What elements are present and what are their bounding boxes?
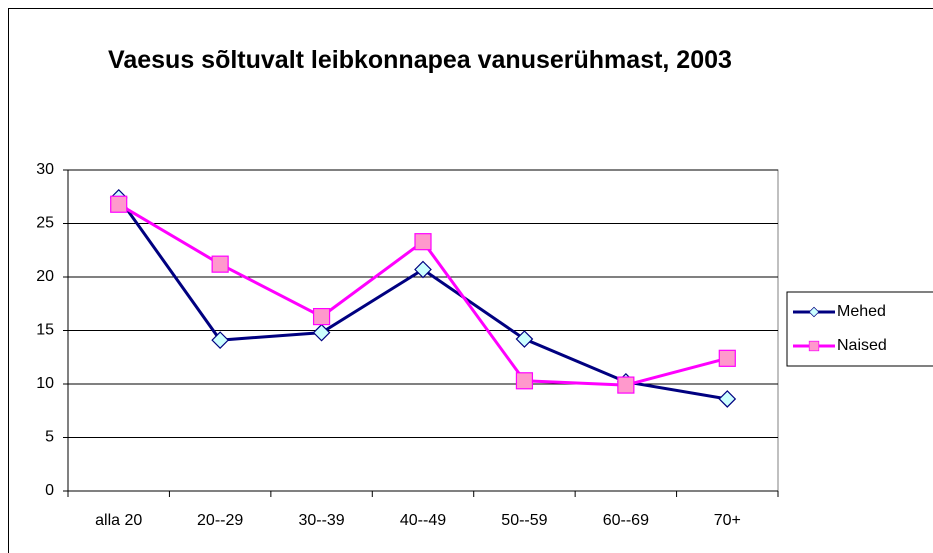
y-tick-label: 30	[36, 161, 54, 178]
y-tick-label: 15	[36, 322, 54, 339]
x-tick-label: 70+	[714, 512, 741, 529]
data-point	[211, 255, 229, 273]
y-tick-label: 25	[36, 215, 54, 232]
data-point	[211, 331, 229, 349]
data-point	[312, 307, 331, 326]
data-point	[617, 376, 635, 394]
legend-marker	[808, 306, 820, 318]
x-tick-label: 60--69	[603, 512, 649, 529]
legend-label: Naised	[837, 337, 887, 354]
x-tick-label: 30--39	[298, 512, 344, 529]
legend-box	[786, 291, 933, 367]
chart-title: Vaesus sõltuvalt leibkonnapea vanuserühm…	[108, 46, 732, 74]
x-tick-label: 50--59	[501, 512, 547, 529]
legend-label: Mehed	[837, 303, 886, 320]
data-point	[414, 260, 432, 279]
x-tick-label: 20--29	[197, 512, 243, 529]
legend-marker	[808, 340, 820, 352]
data-point	[414, 233, 432, 251]
x-tick-label: alla 20	[95, 512, 142, 529]
data-point	[110, 195, 128, 213]
x-tick-label: 40--49	[400, 512, 446, 529]
data-point	[312, 323, 331, 342]
y-tick-label: 20	[36, 268, 54, 285]
data-point	[718, 390, 737, 408]
data-point	[515, 372, 534, 390]
data-point	[515, 330, 534, 348]
y-tick-label: 5	[45, 429, 54, 446]
data-point	[718, 349, 736, 367]
y-tick-label: 10	[36, 375, 54, 392]
y-tick-label: 0	[45, 482, 54, 499]
